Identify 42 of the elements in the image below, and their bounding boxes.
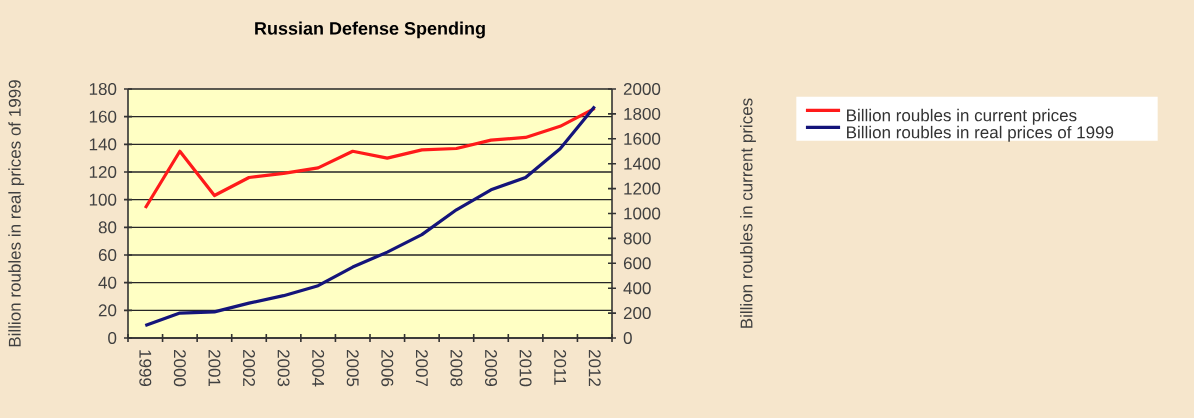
x-tick-label: 2003 xyxy=(277,349,290,387)
y-tick-label: 160 xyxy=(89,110,117,123)
y-tick-label: 120 xyxy=(89,166,117,179)
y2-tick-label: 800 xyxy=(623,232,651,245)
y2-tick-label: 0 xyxy=(623,331,632,345)
legend-label: Billion roubles in real prices of 1999 xyxy=(847,125,1114,142)
y-tick-label: 40 xyxy=(98,276,117,289)
y2-tick-label: 600 xyxy=(623,257,651,270)
y-tick-label: 0 xyxy=(108,332,117,345)
x-tick-label: 2009 xyxy=(484,349,498,387)
y-tick-label: 60 xyxy=(98,249,117,262)
y-tick-label: 140 xyxy=(89,138,117,151)
y-tick-label: 180 xyxy=(89,83,117,96)
y2-tick-label: 1600 xyxy=(624,132,661,145)
y2-tick-label: 1200 xyxy=(624,182,661,195)
x-tick-label: 2012 xyxy=(588,349,601,387)
y-axis-title: Billion roubles in real prices of 1999 xyxy=(8,80,25,347)
line-series xyxy=(143,104,597,328)
x-tick-label: 1999 xyxy=(139,350,152,387)
x-tick-label: 2002 xyxy=(242,349,256,387)
x-tick-label: 2004 xyxy=(312,349,325,387)
y2-axis-title: Billion roubles in current prices xyxy=(740,98,756,328)
y2-tick-label: 2000 xyxy=(623,82,661,96)
x-tick-label: 2005 xyxy=(346,349,359,387)
y2-tick-label: 1400 xyxy=(624,157,661,170)
y2-tick-label: 1000 xyxy=(624,207,661,220)
y2-tick-label: 200 xyxy=(623,307,651,320)
y2-tick-label: 400 xyxy=(623,282,651,295)
x-tick-label: 2008 xyxy=(450,349,463,387)
x-tick-label: 2011 xyxy=(554,349,567,385)
y-tick-label: 20 xyxy=(98,304,117,317)
line-series xyxy=(143,106,597,210)
y2-tick-label: 1800 xyxy=(624,107,661,120)
legend-label: Billion roubles in current prices xyxy=(847,108,1077,125)
y-tick-label: 100 xyxy=(89,193,117,206)
x-tick-label: 2007 xyxy=(415,349,428,387)
y-tick-label: 80 xyxy=(98,221,117,234)
chart-title: Russian Defense Spending xyxy=(255,21,485,39)
x-tick-label: 2010 xyxy=(519,349,532,387)
x-tick-label: 2000 xyxy=(173,349,186,387)
x-tick-label: 2001 xyxy=(208,349,221,387)
x-tick-label: 2006 xyxy=(381,349,394,387)
